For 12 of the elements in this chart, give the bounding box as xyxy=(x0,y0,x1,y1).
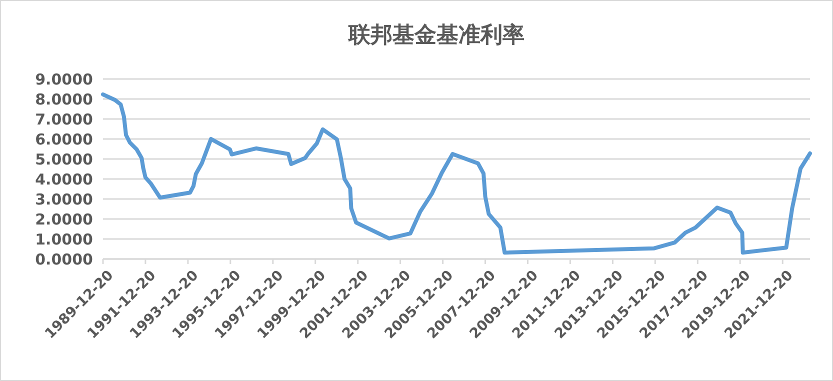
y-tick-label: 4.0000 xyxy=(35,170,93,188)
y-tick-label: 6.0000 xyxy=(35,130,93,148)
y-tick-label: 0.0000 xyxy=(35,250,93,268)
y-tick-label: 1.0000 xyxy=(35,230,93,248)
y-tick-label: 5.0000 xyxy=(35,150,93,168)
y-tick-label: 7.0000 xyxy=(35,110,93,128)
line-series xyxy=(101,92,812,255)
y-tick-label: 2.0000 xyxy=(35,210,93,228)
y-tick-label: 9.0000 xyxy=(35,70,93,88)
chart-title: 联邦基金基准利率 xyxy=(348,22,524,48)
y-tick-label: 8.0000 xyxy=(35,90,93,108)
y-tick-label: 3.0000 xyxy=(35,190,93,208)
